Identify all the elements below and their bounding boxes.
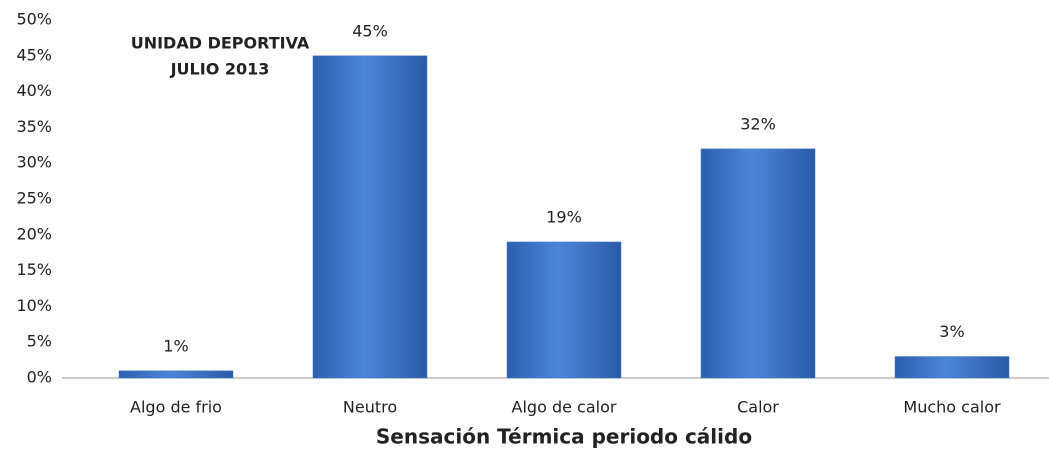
y-tick-label: 20% (16, 224, 52, 243)
data-label: 32% (740, 114, 776, 133)
x-tick-label: Mucho calor (903, 398, 1001, 417)
bar (700, 148, 816, 379)
y-tick-label: 10% (16, 296, 52, 315)
y-tick-label: 30% (16, 153, 52, 172)
y-tick-label: 15% (16, 260, 52, 279)
bar (894, 356, 1010, 379)
data-label: 19% (546, 207, 582, 226)
data-label: 3% (939, 322, 964, 341)
chart-title: UNIDAD DEPORTIVA (131, 34, 310, 53)
y-tick-label: 40% (16, 81, 52, 100)
data-label: 45% (352, 21, 388, 40)
y-tick-label: 0% (27, 368, 52, 387)
y-tick-label: 35% (16, 117, 52, 136)
x-tick-label: Algo de frio (130, 398, 222, 417)
data-label: 1% (163, 336, 188, 355)
x-axis-label: Sensación Térmica periodo cálido (376, 425, 752, 449)
x-tick-label: Calor (737, 398, 779, 417)
y-tick-label: 45% (16, 45, 52, 64)
x-tick-label: Neutro (343, 398, 397, 417)
bar (312, 55, 428, 379)
chart-title: JULIO 2013 (170, 60, 270, 79)
bar (118, 370, 234, 379)
y-tick-label: 25% (16, 189, 52, 208)
bar (506, 241, 622, 379)
x-tick-label: Algo de calor (512, 398, 617, 417)
y-tick-label: 5% (27, 332, 52, 351)
y-tick-label: 50% (16, 10, 52, 29)
